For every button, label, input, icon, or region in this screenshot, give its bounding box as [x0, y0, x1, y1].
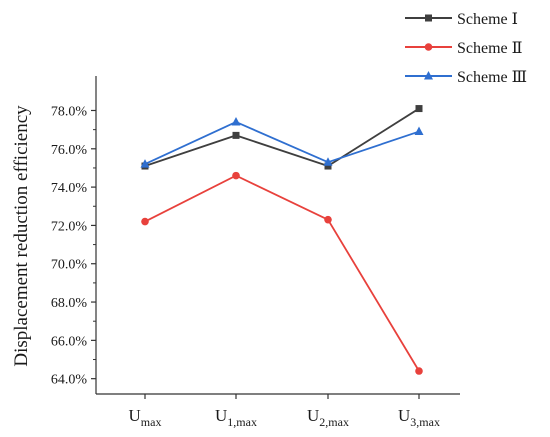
- circle-marker: [415, 367, 423, 375]
- circle-marker: [232, 171, 240, 180]
- x-tick-label-subscript: max: [141, 415, 162, 429]
- triangle-marker: [231, 116, 241, 126]
- y-tick-label: 70.0%: [51, 258, 88, 273]
- x-tick-label-main: U: [307, 406, 319, 425]
- circle-marker: [324, 215, 332, 224]
- series-line: [144, 120, 420, 165]
- x-tick-label: U3,max: [398, 406, 440, 429]
- y-tick-label: 78.0%: [51, 104, 88, 119]
- x-tick-label-main: U: [398, 406, 410, 425]
- x-tick-label: Umax: [129, 406, 162, 429]
- legend-label: Scheme Ⅲ: [457, 69, 527, 86]
- series-group: [140, 105, 424, 375]
- triangle-marker: [424, 71, 433, 80]
- legend: Scheme Ⅰ Scheme Ⅱ Scheme Ⅲ: [405, 11, 527, 86]
- x-tick-label: U2,max: [307, 406, 349, 429]
- legend-item-3: Scheme Ⅲ: [405, 69, 527, 86]
- y-tick-label: 72.0%: [51, 219, 88, 234]
- y-tick-label: 68.0%: [51, 296, 88, 311]
- triangle-marker: [414, 126, 424, 136]
- circle-marker: [141, 217, 149, 226]
- legend-item-2: Scheme Ⅱ: [405, 40, 523, 57]
- legend-label: Scheme Ⅰ: [457, 11, 518, 28]
- series-3: [140, 116, 424, 168]
- x-tick-label-main: U: [215, 406, 227, 425]
- x-tick-label-subscript: 2,max: [319, 415, 349, 429]
- x-tick-label-main: U: [129, 406, 141, 425]
- y-tick-label: 66.0%: [51, 334, 88, 349]
- triangle-marker: [140, 159, 150, 168]
- x-tick-label: U1,max: [215, 406, 257, 429]
- x-tick-label-subscript: 1,max: [227, 415, 257, 429]
- x-tick-label-subscript: 3,max: [410, 415, 440, 429]
- y-axis-label: Displacement reduction efficiency: [11, 105, 32, 367]
- y-tick-label: 76.0%: [51, 143, 88, 158]
- legend-label: Scheme Ⅱ: [457, 40, 523, 57]
- square-marker: [232, 131, 240, 139]
- series-1: [141, 105, 423, 170]
- series-line: [144, 174, 420, 372]
- legend-item-1: Scheme Ⅰ: [405, 11, 518, 28]
- square-marker: [415, 105, 423, 113]
- square-marker: [425, 14, 432, 22]
- y-tick-label: 64.0%: [51, 373, 88, 388]
- square-marker: [324, 162, 332, 170]
- series-line: [144, 107, 420, 168]
- y-tick-label: 74.0%: [51, 181, 88, 196]
- series-2: [141, 171, 423, 375]
- x-ticks: Umax U1,max U2,max U3,max: [129, 394, 440, 429]
- circle-marker: [424, 43, 433, 51]
- y-ticks: 64.0% 66.0% 68.0% 70.0% 72.0% 74.0% 76.0% 78.0%: [51, 104, 96, 388]
- triangle-marker: [323, 157, 333, 166]
